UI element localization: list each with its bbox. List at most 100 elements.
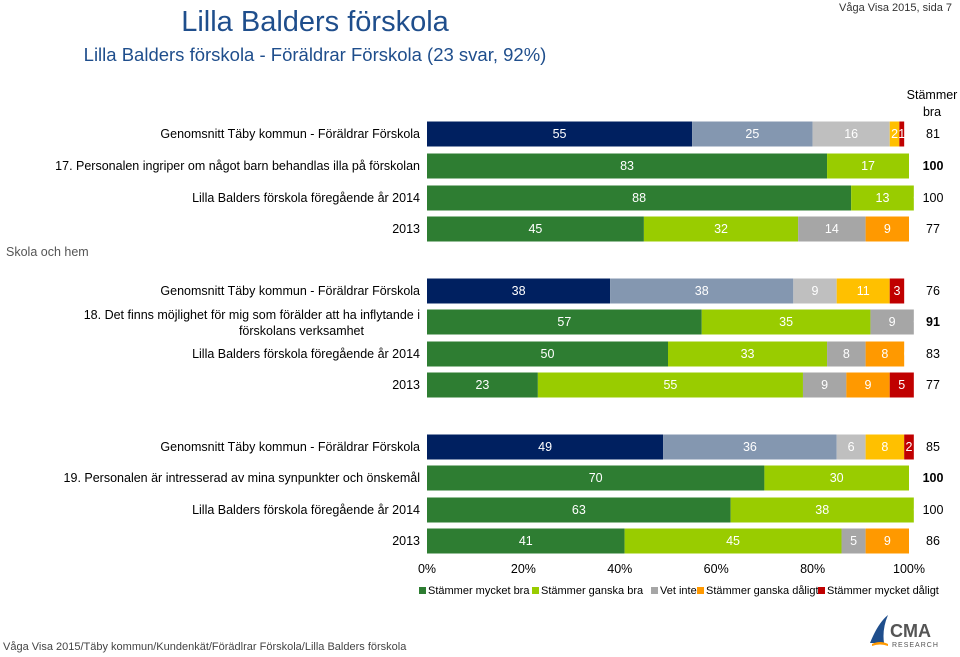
bar-segment (889, 278, 905, 304)
bar-segment (904, 434, 914, 460)
bar-segment (841, 528, 866, 554)
legend-swatch (419, 587, 426, 594)
row-label: Genomsnitt Täby kommun - Föräldrar Försk… (160, 127, 420, 141)
bar-segment (427, 185, 852, 211)
bar-segment (427, 309, 702, 335)
row-label: Genomsnitt Täby kommun - Föräldrar Försk… (160, 284, 420, 298)
bar-value-label: 8 (843, 347, 850, 361)
x-tick-label: 100% (893, 562, 925, 576)
bar-segment (427, 153, 828, 179)
x-tick-label: 0% (418, 562, 436, 576)
page-reference: Våga Visa 2015, sida 7 (839, 2, 952, 14)
bar-value-label: 35 (779, 315, 793, 329)
bar-segment (846, 372, 890, 398)
bar-value-label: 0 (909, 534, 916, 548)
legend-label: Stämmer mycket dåligt (827, 585, 939, 597)
bar-value-label: 23 (475, 378, 489, 392)
bar-segment (643, 216, 799, 242)
row-label: Genomsnitt Täby kommun - Föräldrar Försk… (160, 440, 420, 454)
bar-value-label: 0 (909, 471, 916, 485)
bar-segment (812, 121, 890, 147)
legend-label: Stämmer ganska bra (541, 585, 644, 597)
total-value-label: 86 (926, 534, 940, 548)
bar-value-label: 57 (557, 315, 571, 329)
bar-value-label: 2 (891, 127, 898, 141)
total-value-label: 83 (926, 347, 940, 361)
row-label: Lilla Balders förskola föregående år 201… (192, 503, 420, 517)
page-title: Lilla Balders förskola (181, 6, 449, 38)
footer-path: Våga Visa 2015/Täby kommun/Kundenkät/För… (3, 641, 407, 653)
bar-value-label: 0 (913, 315, 920, 329)
x-tick-label: 40% (607, 562, 632, 576)
row-label: 19. Personalen är intresserad av mina sy… (64, 471, 420, 485)
bar-value-label: 0 (909, 222, 916, 236)
bar-value-label: 9 (884, 222, 891, 236)
total-value-label: 91 (926, 315, 940, 329)
bar-value-label: 45 (528, 222, 542, 236)
bar-segment (865, 528, 909, 554)
row-label: förskolans verksamhet (239, 324, 365, 338)
bar-value-label: 33 (741, 347, 755, 361)
bar-value-label: 63 (572, 503, 586, 517)
column-header-line1: Stämmer (906, 88, 958, 102)
bar-segment (730, 497, 914, 523)
bar-segment (865, 434, 905, 460)
bar-segment (427, 434, 664, 460)
bar-value-label: 41 (519, 534, 533, 548)
bar-value-label: 55 (663, 378, 677, 392)
bar-segment (827, 341, 866, 367)
bar-value-label: 32 (714, 222, 728, 236)
bar-value-label: 1 (898, 127, 905, 141)
bar-segment (827, 153, 909, 179)
row-label: 2013 (392, 222, 420, 236)
total-value-label: 77 (926, 378, 940, 392)
bar-value-label: 5 (898, 378, 905, 392)
bar-segment (701, 309, 871, 335)
bar-value-label: 8 (881, 440, 888, 454)
bar-segment (427, 497, 731, 523)
bar-segment (899, 121, 905, 147)
bar-segment (836, 278, 890, 304)
bar-value-label: 9 (884, 534, 891, 548)
total-value-label: 77 (926, 222, 940, 236)
bar-segment (537, 372, 803, 398)
bar-value-label: 11 (857, 284, 870, 298)
x-tick-label: 20% (511, 562, 536, 576)
bar-segment (889, 372, 914, 398)
bar-segment (668, 341, 828, 367)
bar-value-label: 2 (906, 440, 913, 454)
bar-value-label: 6 (848, 440, 855, 454)
bar-segment (427, 278, 611, 304)
bar-value-label: 0 (913, 503, 920, 517)
bar-value-label: 0 (913, 191, 920, 205)
bar-segment (692, 121, 813, 147)
bar-value-label: 38 (695, 284, 709, 298)
legend-swatch (818, 587, 825, 594)
legend-swatch (532, 587, 539, 594)
bar-segment (427, 121, 693, 147)
sail-icon-accent (872, 642, 888, 646)
row-label: 18. Det finns möjlighet för mig som förä… (84, 308, 420, 322)
total-value-label: 100 (923, 503, 944, 517)
cma-logo: CMA RESEARCH (870, 615, 938, 649)
bar-segment (802, 372, 847, 398)
bar-value-label: 16 (844, 127, 858, 141)
bar-value-label: 49 (538, 440, 552, 454)
bar-value-label: 14 (825, 222, 839, 236)
legend-label: Stämmer ganska dåligt (706, 585, 819, 597)
bar-segment (663, 434, 837, 460)
bar-value-label: 9 (889, 315, 896, 329)
page-subtitle: Lilla Balders förskola - Föräldrar Försk… (83, 44, 547, 65)
bar-value-label: 8 (881, 347, 888, 361)
bar-value-label: 3 (893, 284, 900, 298)
bar-segment (427, 528, 625, 554)
bar-value-label: 9 (865, 378, 872, 392)
bar-value-label: 0 (909, 159, 916, 173)
total-value-label: 81 (926, 127, 940, 141)
bar-value-label: 36 (743, 440, 757, 454)
logo-text: CMA (890, 621, 931, 641)
bar-segment (610, 278, 794, 304)
sail-icon (870, 615, 888, 643)
row-label: 17. Personalen ingriper om något barn be… (55, 159, 420, 173)
